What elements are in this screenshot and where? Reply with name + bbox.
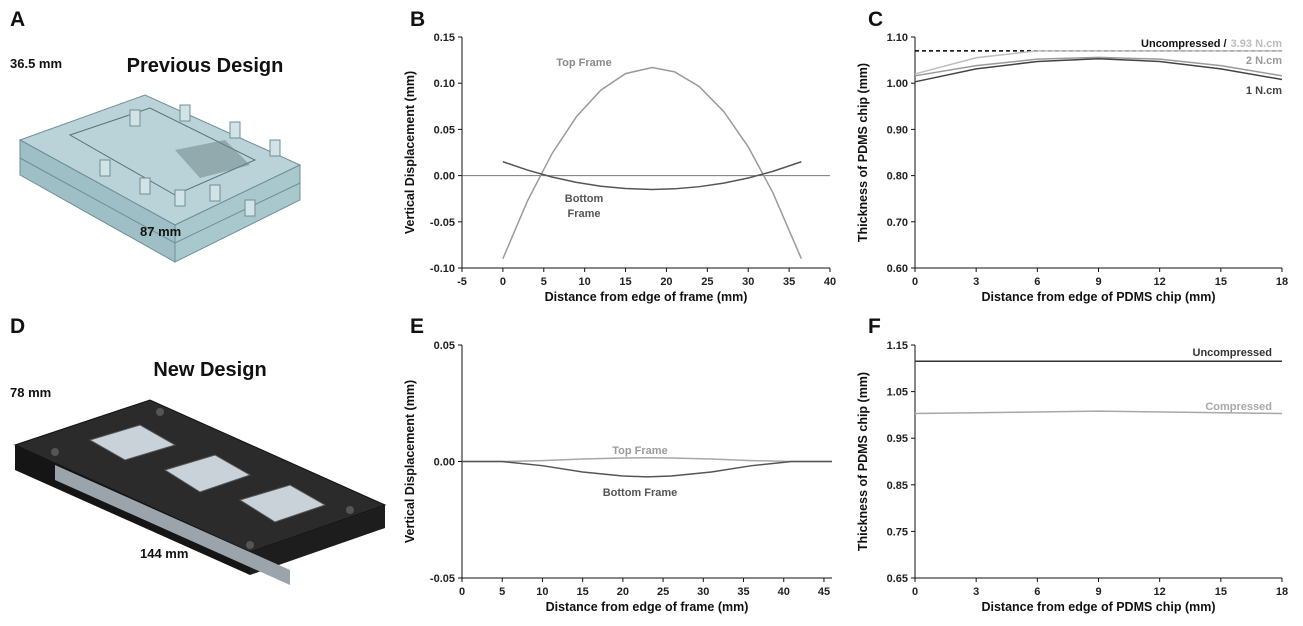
x-axis-title: Distance from edge of frame (mm)	[546, 600, 749, 614]
x-tick-label: 25	[657, 586, 669, 598]
y-tick-label: 1.00	[887, 78, 908, 90]
y-tick-label: 0.10	[434, 78, 455, 90]
panel-label: B	[410, 8, 425, 31]
x-tick-label: 25	[701, 276, 713, 288]
x-tick-label: 6	[1034, 586, 1040, 598]
y-axis-title: Thickness of PDMS chip (mm)	[856, 372, 870, 551]
x-tick-label: -5	[457, 276, 467, 288]
x-tick-label: 12	[1154, 276, 1166, 288]
y-tick-label: 0.95	[887, 433, 908, 445]
x-tick-label: 0	[500, 276, 506, 288]
series-line	[915, 59, 1282, 82]
series-label-part: 1 N.cm	[1246, 85, 1282, 97]
x-tick-label: 15	[577, 586, 589, 598]
x-tick-label: 40	[824, 276, 836, 288]
y-tick-label: -0.05	[430, 573, 455, 585]
x-tick-label: 0	[459, 586, 465, 598]
x-tick-label: 18	[1276, 586, 1288, 598]
series-label-part: Compressed	[1205, 401, 1272, 413]
device-new	[15, 400, 385, 585]
series-label: 1 N.cm	[1246, 85, 1282, 97]
x-axis-title: Distance from edge of frame (mm)	[545, 290, 748, 304]
y-tick-label: 0.85	[887, 480, 908, 492]
series-label-part: 3.93 N.cm	[1231, 38, 1283, 50]
x-tick-label: 30	[742, 276, 754, 288]
series-label: Compressed	[1205, 401, 1272, 413]
panel-label: E	[410, 315, 424, 338]
x-tick-label: 10	[579, 276, 591, 288]
y-tick-label: -0.10	[430, 263, 455, 275]
x-axis-title: Distance from edge of PDMS chip (mm)	[981, 290, 1215, 304]
design-title: Previous Design	[127, 55, 284, 77]
y-tick-label: 0.05	[434, 124, 455, 136]
y-tick-label: 0.15	[434, 32, 455, 44]
x-tick-label: 15	[619, 276, 631, 288]
y-tick-label: 1.15	[887, 340, 908, 352]
series-label: 2 N.cm	[1246, 55, 1282, 67]
dimension-label: 87 mm	[140, 224, 181, 239]
figure: A Previous Design 36.5 mm 87 mm D New Design 7…	[0, 0, 1303, 621]
x-tick-label: 9	[1095, 586, 1101, 598]
x-tick-label: 35	[737, 586, 749, 598]
x-tick-label: 3	[973, 276, 979, 288]
y-tick-label: 0.60	[887, 263, 908, 275]
x-tick-label: 30	[697, 586, 709, 598]
page: A Previous Design 36.5 mm 87 mm D New Design 7…	[0, 0, 1303, 626]
annotation: Top Frame	[556, 57, 611, 69]
x-tick-label: 6	[1034, 276, 1040, 288]
annotation: Top Frame	[612, 445, 667, 457]
y-tick-label: 1.05	[887, 387, 908, 399]
y-tick-label: 0.70	[887, 217, 908, 229]
x-tick-label: 5	[499, 586, 505, 598]
x-tick-label: 5	[541, 276, 547, 288]
y-tick-label: 0.05	[434, 340, 455, 352]
series-line	[503, 67, 801, 258]
x-tick-label: 0	[912, 586, 918, 598]
y-tick-label: 1.10	[887, 32, 908, 44]
x-tick-label: 40	[778, 586, 790, 598]
x-tick-label: 15	[1215, 586, 1227, 598]
dimension-label: 36.5 mm	[10, 56, 62, 71]
y-tick-label: -0.05	[430, 217, 455, 229]
series-line	[462, 462, 832, 477]
panel-label: A	[10, 8, 25, 31]
x-tick-label: 15	[1215, 276, 1227, 288]
y-tick-label: 0.80	[887, 171, 908, 183]
y-axis-title: Vertical Displacement (mm)	[403, 380, 417, 543]
x-tick-label: 12	[1154, 586, 1166, 598]
annotation: Bottom	[565, 193, 604, 205]
x-axis-title: Distance from edge of PDMS chip (mm)	[981, 600, 1215, 614]
x-tick-label: 35	[783, 276, 795, 288]
y-tick-label: 0.00	[434, 457, 455, 469]
y-axis-title: Vertical Displacement (mm)	[403, 71, 417, 234]
y-axis-title: Thickness of PDMS chip (mm)	[856, 63, 870, 242]
series-label: Uncompressed	[1193, 347, 1272, 359]
series-label-part: 2 N.cm	[1246, 55, 1282, 67]
x-tick-label: 10	[536, 586, 548, 598]
y-tick-label: 0.00	[434, 171, 455, 183]
y-tick-label: 0.90	[887, 124, 908, 136]
panel-label: C	[868, 8, 883, 31]
dimension-label: 144 mm	[140, 546, 188, 561]
annotation: Bottom Frame	[603, 487, 678, 499]
x-tick-label: 45	[818, 586, 830, 598]
y-tick-label: 0.75	[887, 526, 908, 538]
panel-label: F	[868, 315, 881, 338]
x-tick-label: 20	[617, 586, 629, 598]
x-tick-label: 20	[660, 276, 672, 288]
panel-label: D	[10, 315, 25, 338]
x-tick-label: 0	[912, 276, 918, 288]
design-title: New Design	[153, 359, 266, 381]
annotation: Frame	[567, 208, 600, 220]
series-label-part: Uncompressed	[1193, 347, 1272, 359]
series-label-part: Uncompressed /	[1141, 38, 1227, 50]
dimension-label: 78 mm	[10, 385, 51, 400]
x-tick-label: 3	[973, 586, 979, 598]
series-line	[462, 458, 832, 462]
y-tick-label: 0.65	[887, 573, 908, 585]
series-label: Uncompressed / 3.93 N.cm	[1141, 38, 1282, 50]
x-tick-label: 9	[1095, 276, 1101, 288]
x-tick-label: 18	[1276, 276, 1288, 288]
